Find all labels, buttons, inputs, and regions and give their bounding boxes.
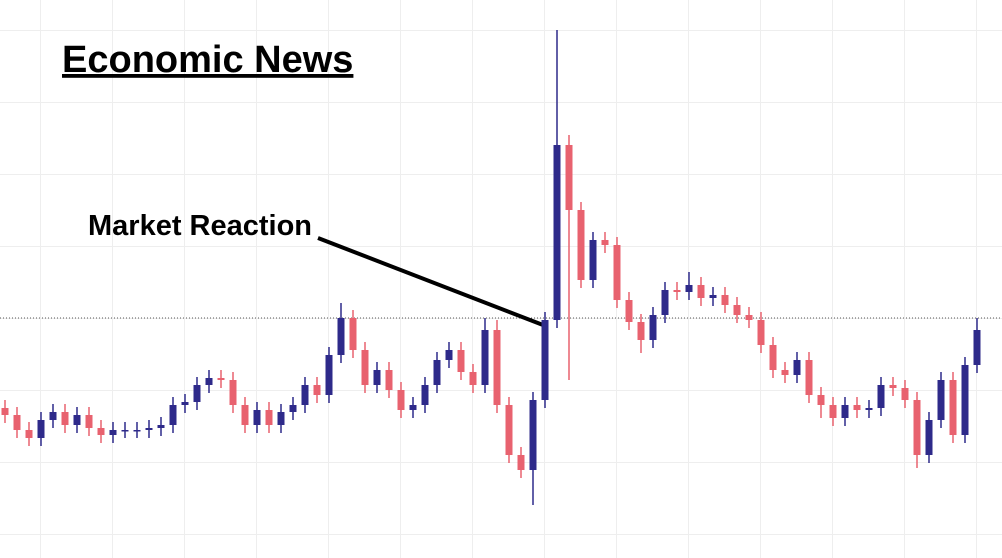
candle-body — [757, 320, 765, 345]
candle-body — [325, 355, 333, 395]
chart-title: Economic News — [62, 39, 353, 81]
candle-body — [313, 385, 321, 395]
candle-body — [469, 372, 477, 385]
candle-body — [433, 360, 441, 385]
candle-body — [37, 420, 45, 438]
candle-body — [25, 430, 33, 438]
candle-body — [301, 385, 309, 405]
candle-body — [397, 390, 405, 410]
candle-body — [793, 360, 801, 375]
candle-body — [613, 245, 621, 300]
candle-body — [805, 360, 813, 395]
candle-body — [961, 365, 969, 435]
candle-body — [457, 350, 465, 372]
candle-body — [421, 385, 429, 405]
candle-body — [877, 385, 885, 408]
candle-body — [733, 305, 741, 315]
candle-body — [121, 430, 129, 432]
candle-body — [385, 370, 393, 390]
candle-body — [481, 330, 489, 385]
candle-body — [553, 145, 561, 320]
candle-body — [505, 405, 513, 455]
candle-body — [145, 428, 153, 430]
candle-body — [181, 402, 189, 405]
candle-body — [973, 330, 981, 365]
candle-body — [577, 210, 585, 280]
candle-body — [73, 415, 81, 425]
candle-body — [601, 240, 609, 245]
candle-body — [61, 412, 69, 425]
candle-body — [205, 378, 213, 385]
candle-body — [769, 345, 777, 370]
candle-body — [709, 295, 717, 298]
candle-body — [97, 428, 105, 435]
candle-body — [589, 240, 597, 280]
candle-body — [1, 408, 9, 415]
candle-body — [373, 370, 381, 385]
candle-body — [541, 320, 549, 400]
candle-body — [661, 290, 669, 315]
candle-body — [445, 350, 453, 360]
candle-body — [49, 412, 57, 420]
candle-body — [361, 350, 369, 385]
candle-body — [829, 405, 837, 418]
candle-body — [85, 415, 93, 428]
candle-body — [745, 315, 753, 320]
candle-body — [517, 455, 525, 470]
candle-body — [337, 318, 345, 355]
candle-body — [817, 395, 825, 405]
candle-body — [853, 405, 861, 410]
candle-body — [409, 405, 417, 410]
candle-body — [13, 415, 21, 430]
candle-body — [901, 388, 909, 400]
candle-body — [529, 400, 537, 470]
annotation-arrow — [317, 236, 544, 327]
candle-body — [289, 405, 297, 412]
candle-body — [349, 318, 357, 350]
candle-body — [277, 412, 285, 425]
candle-body — [889, 385, 897, 388]
candle-body — [673, 290, 681, 292]
candle-body — [949, 380, 957, 435]
candle-body — [109, 430, 117, 435]
candle-body — [493, 330, 501, 405]
candle-body — [925, 420, 933, 455]
candle-body — [241, 405, 249, 425]
candle-body — [565, 145, 573, 210]
candle-body — [637, 322, 645, 340]
candle-body — [217, 378, 225, 380]
candle-body — [697, 285, 705, 298]
candle-body — [649, 315, 657, 340]
candle-body — [913, 400, 921, 455]
candle-body — [229, 380, 237, 405]
candle-body — [781, 370, 789, 375]
candle-body — [253, 410, 261, 425]
candle-body — [169, 405, 177, 425]
candle-body — [265, 410, 273, 425]
annotation: Market Reaction — [88, 210, 312, 242]
candle-body — [841, 405, 849, 418]
candle-body — [721, 295, 729, 305]
candle-body — [157, 425, 165, 428]
candle-body — [685, 285, 693, 292]
candle-body — [937, 380, 945, 420]
candle-body — [865, 408, 873, 410]
candle-body — [625, 300, 633, 322]
candle-body — [193, 385, 201, 402]
candle-body — [133, 430, 141, 432]
